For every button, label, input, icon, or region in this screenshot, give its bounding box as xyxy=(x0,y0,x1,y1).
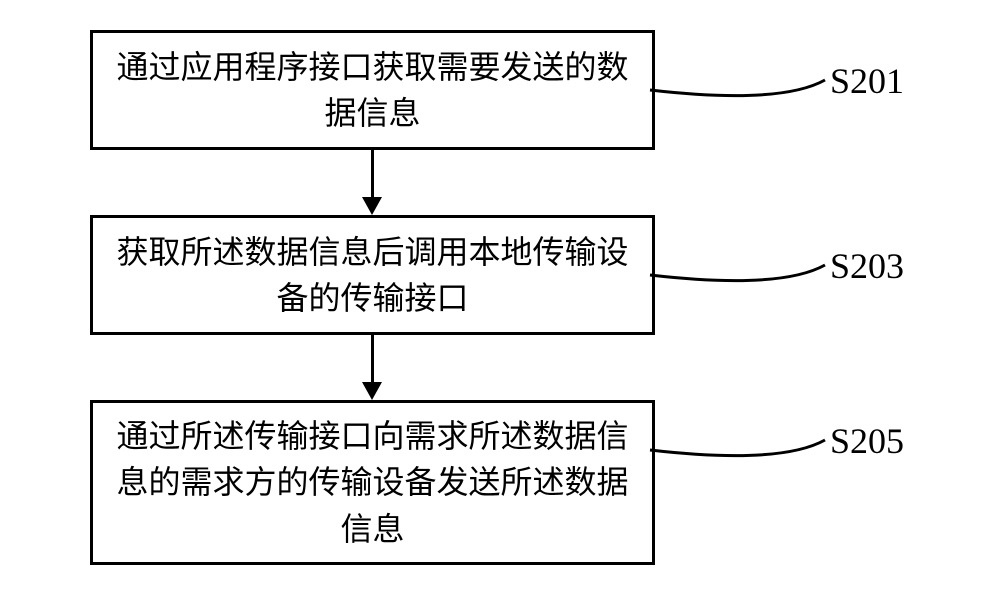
arrow-head-icon xyxy=(362,382,382,400)
flow-node-s201: 通过应用程序接口获取需要发送的数据信息 xyxy=(90,30,655,150)
flow-node-label-s203: S203 xyxy=(830,245,904,287)
flow-node-label-s205: S205 xyxy=(830,420,904,462)
arrow-head-icon xyxy=(362,197,382,215)
flow-node-text: 通过所述传输接口向需求所述数据信息的需求方的传输设备发送所述数据信息 xyxy=(113,413,632,552)
flow-node-s203: 获取所述数据信息后调用本地传输设备的传输接口 xyxy=(90,215,655,335)
arrow-line xyxy=(371,335,374,384)
flow-node-s205: 通过所述传输接口向需求所述数据信息的需求方的传输设备发送所述数据信息 xyxy=(90,400,655,565)
label-connector-s205 xyxy=(645,435,830,470)
flow-node-label-s201: S201 xyxy=(830,60,904,102)
flow-node-text: 获取所述数据信息后调用本地传输设备的传输接口 xyxy=(113,229,632,322)
arrow-line xyxy=(371,150,374,199)
label-connector-s203 xyxy=(645,260,830,295)
flow-node-text: 通过应用程序接口获取需要发送的数据信息 xyxy=(113,44,632,137)
label-connector-s201 xyxy=(645,75,830,110)
